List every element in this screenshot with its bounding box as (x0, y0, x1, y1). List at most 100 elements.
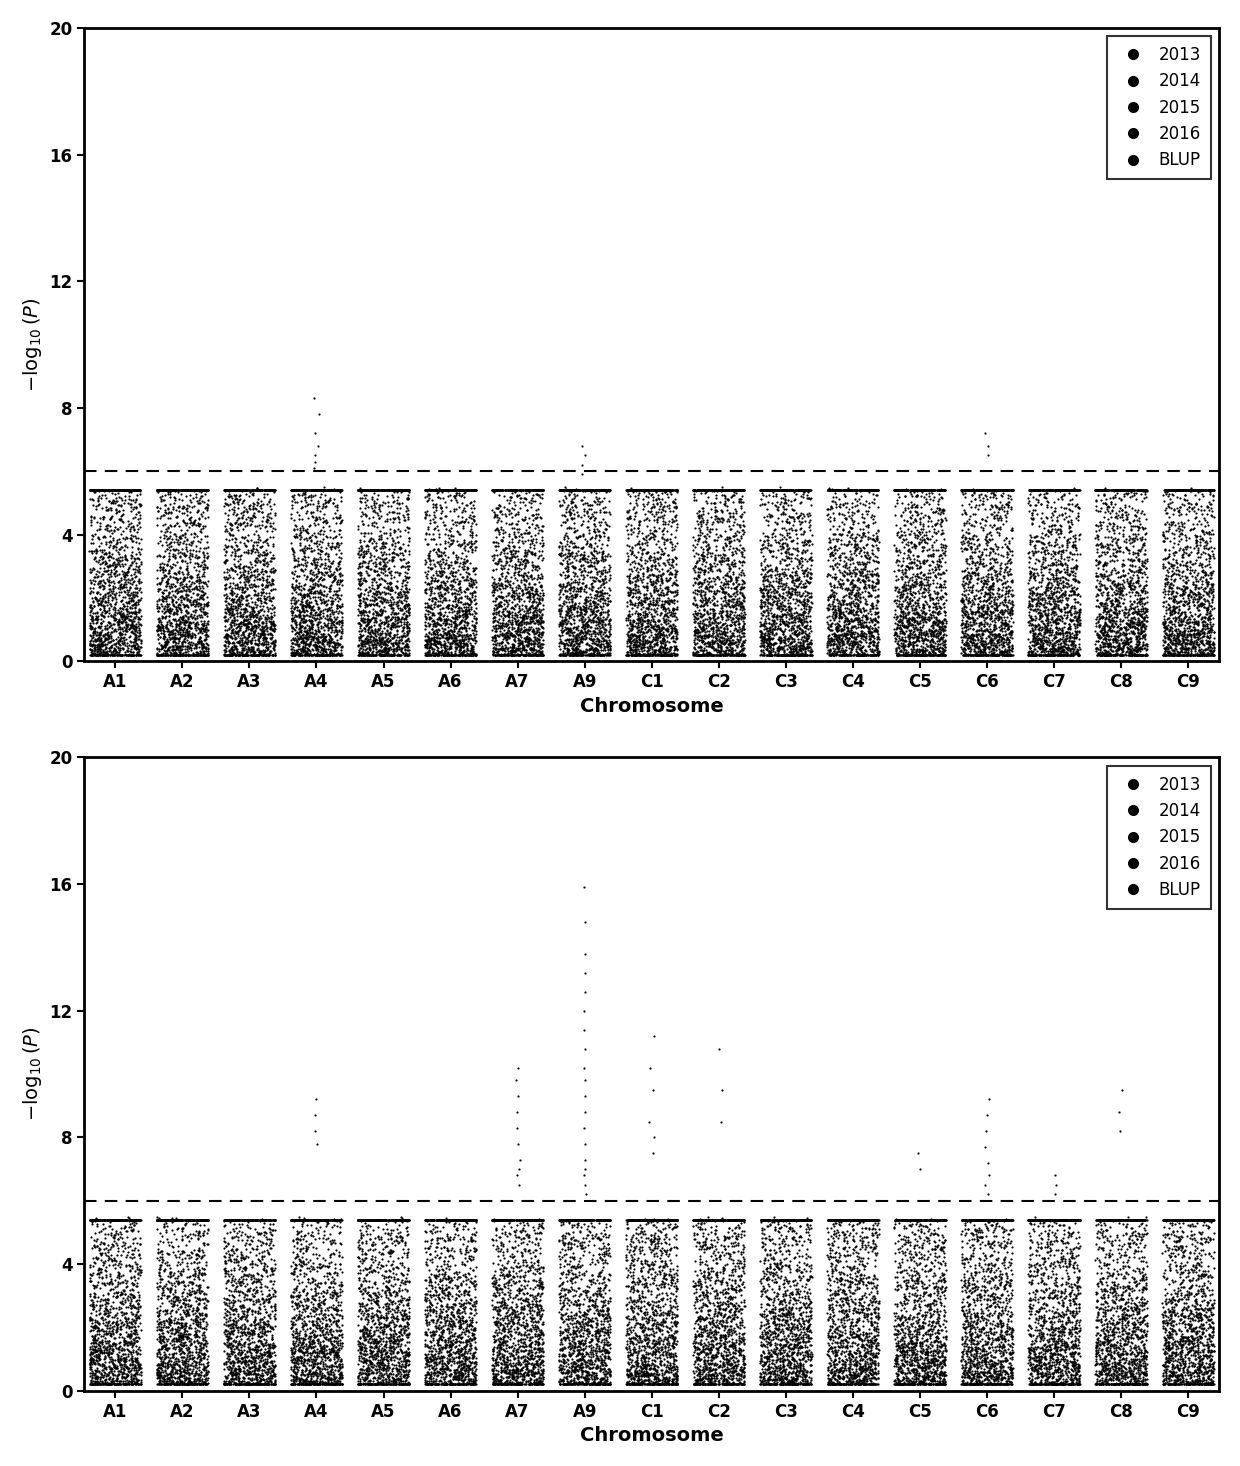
Point (325, 583, 345, 607)
Point (647, 644, 667, 667)
Point (645, 579, 665, 603)
Point (265, 1355, 285, 1378)
Point (869, 642, 889, 666)
Point (381, 1242, 401, 1265)
Point (954, 594, 973, 617)
Point (1095, 500, 1115, 523)
Point (839, 1356, 859, 1380)
Point (999, 1352, 1019, 1375)
Point (512, 610, 532, 633)
Point (1058, 548, 1078, 572)
Point (694, 1346, 714, 1369)
Point (507, 1365, 527, 1388)
Point (112, 597, 131, 620)
Point (653, 512, 673, 535)
Point (95, 1287, 115, 1311)
Point (562, 629, 582, 652)
Point (529, 632, 549, 655)
Point (1110, 1208, 1130, 1231)
Point (626, 1363, 646, 1387)
Point (1120, 644, 1140, 667)
Point (1030, 1350, 1050, 1374)
Point (531, 478, 551, 501)
Point (1125, 1220, 1145, 1243)
Point (503, 633, 523, 657)
Point (195, 644, 215, 667)
Point (629, 642, 649, 666)
Point (981, 1275, 1001, 1299)
Point (931, 1350, 951, 1374)
Point (847, 532, 867, 556)
Point (1118, 1231, 1138, 1255)
Point (360, 1208, 379, 1231)
Point (308, 638, 327, 661)
Point (82, 541, 102, 564)
Point (992, 575, 1012, 598)
Point (238, 1366, 258, 1390)
Point (987, 625, 1007, 648)
Point (219, 485, 239, 509)
Point (388, 478, 408, 501)
Point (1120, 641, 1140, 664)
Point (305, 1275, 325, 1299)
Point (702, 1321, 722, 1344)
Point (286, 1321, 306, 1344)
Point (423, 626, 443, 649)
Point (699, 541, 719, 564)
Point (320, 478, 340, 501)
Point (847, 1212, 867, 1236)
Point (298, 517, 317, 541)
Point (982, 1214, 1002, 1237)
Point (777, 1306, 797, 1330)
Point (653, 1308, 673, 1331)
Point (997, 627, 1017, 651)
Point (665, 629, 684, 652)
Point (170, 566, 190, 589)
Point (1068, 478, 1087, 501)
Point (440, 1208, 460, 1231)
Point (513, 617, 533, 641)
Point (1039, 1253, 1059, 1277)
Point (418, 600, 438, 623)
Point (905, 478, 925, 501)
Point (314, 629, 334, 652)
Point (197, 479, 217, 503)
Point (185, 1324, 205, 1347)
Point (763, 585, 782, 608)
Point (1128, 1341, 1148, 1365)
Point (1090, 1208, 1110, 1231)
Point (222, 582, 242, 605)
Point (787, 1338, 807, 1362)
Point (631, 611, 651, 635)
Point (1048, 586, 1068, 610)
Point (915, 1356, 935, 1380)
Point (321, 1303, 341, 1327)
Point (888, 1368, 908, 1391)
Point (1153, 1369, 1173, 1393)
Point (760, 616, 780, 639)
Point (890, 617, 910, 641)
Point (981, 478, 1001, 501)
Point (445, 632, 465, 655)
Point (455, 1294, 475, 1318)
Point (966, 1305, 986, 1328)
Point (962, 1321, 982, 1344)
Point (751, 603, 771, 626)
Point (625, 1350, 645, 1374)
Point (308, 1259, 327, 1283)
Point (507, 1255, 527, 1278)
Point (634, 1372, 653, 1396)
Point (105, 633, 125, 657)
Point (758, 1242, 777, 1265)
Point (384, 1229, 404, 1252)
Point (1104, 1208, 1123, 1231)
Point (1100, 537, 1120, 560)
Point (828, 1248, 848, 1271)
Point (399, 1372, 419, 1396)
Point (248, 644, 268, 667)
Point (998, 617, 1018, 641)
Point (905, 564, 925, 588)
Point (177, 1327, 197, 1350)
Point (625, 566, 645, 589)
Point (319, 478, 339, 501)
